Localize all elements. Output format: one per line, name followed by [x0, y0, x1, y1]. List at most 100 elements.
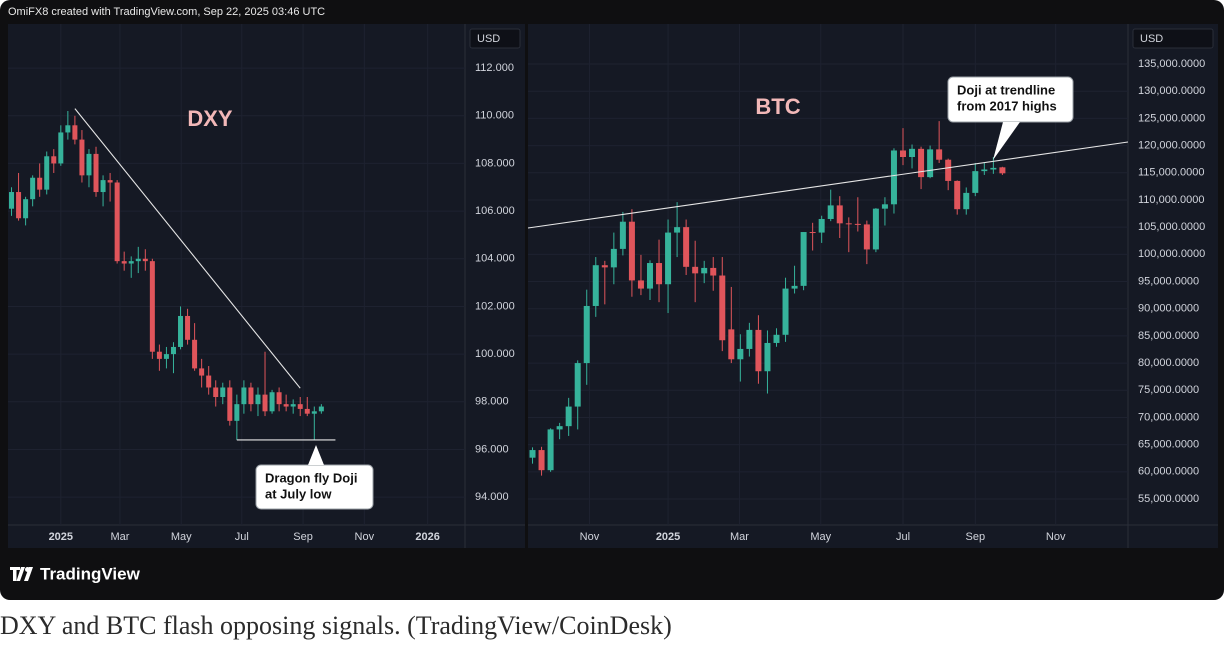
candle-body [30, 177, 36, 200]
x-tick-label: 2026 [415, 531, 439, 543]
time-axis [8, 525, 465, 548]
currency-label: USD [477, 33, 500, 45]
candle-body [538, 450, 545, 471]
y-tick-label: 100.000 [475, 348, 515, 360]
candle-body [918, 148, 925, 178]
candle-body [114, 182, 120, 262]
candle-body [23, 199, 29, 219]
y-tick-label: 112.000 [475, 62, 514, 74]
candle-body [746, 329, 753, 349]
y-tick-label: 98.000 [475, 396, 509, 408]
x-tick-label: Mar [730, 531, 749, 543]
candle-body [156, 351, 162, 359]
candle-body [583, 305, 590, 364]
candle-body [565, 406, 572, 427]
y-tick-label: 75,000.0000 [1138, 384, 1199, 396]
candle-body [311, 411, 317, 414]
caption: DXY and BTC flash opposing signals. (Tra… [0, 611, 672, 640]
candle-body [999, 167, 1006, 174]
candle-body [547, 429, 554, 471]
y-tick-label: 94.000 [475, 491, 509, 503]
candle-body [936, 149, 943, 160]
header: OmiFX8 created with TradingView.com, Sep… [8, 6, 325, 18]
trendline [527, 141, 1129, 229]
callout-text: at July low [265, 486, 332, 501]
y-tick-label: 104.000 [475, 253, 515, 265]
callout-text: Doji at trendline [957, 82, 1055, 97]
candle-body [227, 387, 233, 421]
candle-body [592, 265, 599, 306]
currency-label: USD [1140, 33, 1163, 45]
candle-body [737, 348, 744, 360]
candle-body [37, 177, 43, 190]
x-tick-label: May [171, 531, 192, 543]
candle-body [764, 342, 771, 372]
y-tick-label: 95,000.0000 [1138, 275, 1199, 287]
candle-body [121, 261, 127, 264]
candle-body [213, 387, 219, 398]
candle-body [297, 404, 303, 409]
chart-panel: 55,000.0000 60,000.0000 65,000.0000 70,000.… [527, 24, 1218, 548]
candle-body [809, 232, 816, 234]
candle-body [9, 192, 15, 209]
candle-body [927, 149, 934, 178]
y-tick-label: 100,000.0000 [1138, 248, 1205, 260]
y-tick-label: 115,000.0000 [1138, 167, 1204, 179]
y-tick-label: 106.000 [475, 205, 515, 217]
y-tick-label: 85,000.0000 [1138, 330, 1199, 342]
candle-body [65, 125, 71, 133]
candle-body [304, 408, 310, 414]
candle-body [163, 354, 169, 359]
candle-body [900, 150, 906, 157]
y-tick-label: 60,000.0000 [1138, 466, 1199, 478]
candle-body [135, 258, 141, 262]
x-tick-label: 2025 [49, 531, 73, 543]
candle-body [728, 329, 735, 360]
candle-body [128, 261, 134, 264]
candle-body [755, 329, 762, 372]
candle-body [800, 232, 807, 286]
candle-body [16, 192, 22, 219]
candle-body [692, 266, 699, 274]
candle-body [646, 263, 653, 289]
candle-body [255, 394, 261, 405]
y-tick-label: 120,000.0000 [1138, 139, 1205, 151]
y-tick-label: 102.000 [475, 300, 515, 312]
candle-body [79, 139, 85, 176]
candle-body [178, 315, 184, 347]
candle-body [51, 156, 57, 164]
candle-body [854, 223, 861, 225]
y-tick-label: 105,000.0000 [1138, 221, 1205, 233]
y-tick-label: 125,000.0000 [1138, 112, 1205, 124]
candle-body [945, 159, 952, 181]
logo-icon-part [24, 567, 33, 581]
y-tick-label: 80,000.0000 [1138, 357, 1199, 369]
candle-body [206, 375, 212, 388]
candle-body [269, 392, 275, 412]
y-tick-label: 70,000.0000 [1138, 411, 1199, 423]
chart-title: BTC [755, 94, 800, 119]
x-tick-label: Sep [293, 531, 313, 543]
candle-body [185, 315, 191, 340]
candle-body [44, 156, 50, 190]
candle-body [283, 404, 289, 407]
y-tick-label: 96.000 [475, 443, 509, 455]
x-tick-label: 2025 [656, 531, 680, 543]
candle-body [220, 387, 226, 398]
candle-body [656, 263, 663, 285]
candle-body [192, 339, 198, 369]
candle-body [881, 204, 888, 209]
candle-body [234, 404, 240, 421]
candle-body [241, 387, 247, 405]
candle-body [845, 223, 852, 225]
candle-body [529, 450, 536, 458]
y-tick-label: 108.000 [475, 157, 515, 169]
x-tick-label: Sep [966, 531, 986, 543]
logo-icon [10, 567, 25, 581]
y-tick-label: 110,000.0000 [1138, 194, 1204, 206]
candle-body [248, 387, 254, 405]
candle-body [954, 180, 961, 210]
candle-body [556, 426, 563, 430]
y-tick-label: 135,000.0000 [1138, 58, 1205, 70]
